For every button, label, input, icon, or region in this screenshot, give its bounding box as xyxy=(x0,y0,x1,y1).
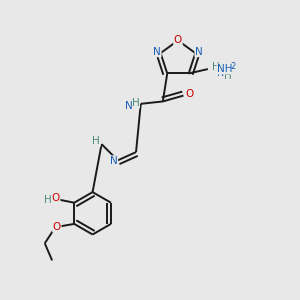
Text: O: O xyxy=(53,222,61,232)
Text: NH: NH xyxy=(217,64,233,74)
Text: O: O xyxy=(186,89,194,99)
Text: 2: 2 xyxy=(230,62,236,71)
Text: N: N xyxy=(217,68,225,78)
Text: H: H xyxy=(44,195,52,205)
Text: O: O xyxy=(174,35,182,46)
Text: H: H xyxy=(92,136,100,146)
Text: H: H xyxy=(132,98,139,108)
Text: N: N xyxy=(124,101,132,111)
Text: H: H xyxy=(224,71,232,81)
Text: N: N xyxy=(153,46,161,57)
Text: H: H xyxy=(212,62,220,72)
Text: O: O xyxy=(52,193,60,203)
Text: N: N xyxy=(195,46,203,57)
Text: N: N xyxy=(110,156,118,166)
